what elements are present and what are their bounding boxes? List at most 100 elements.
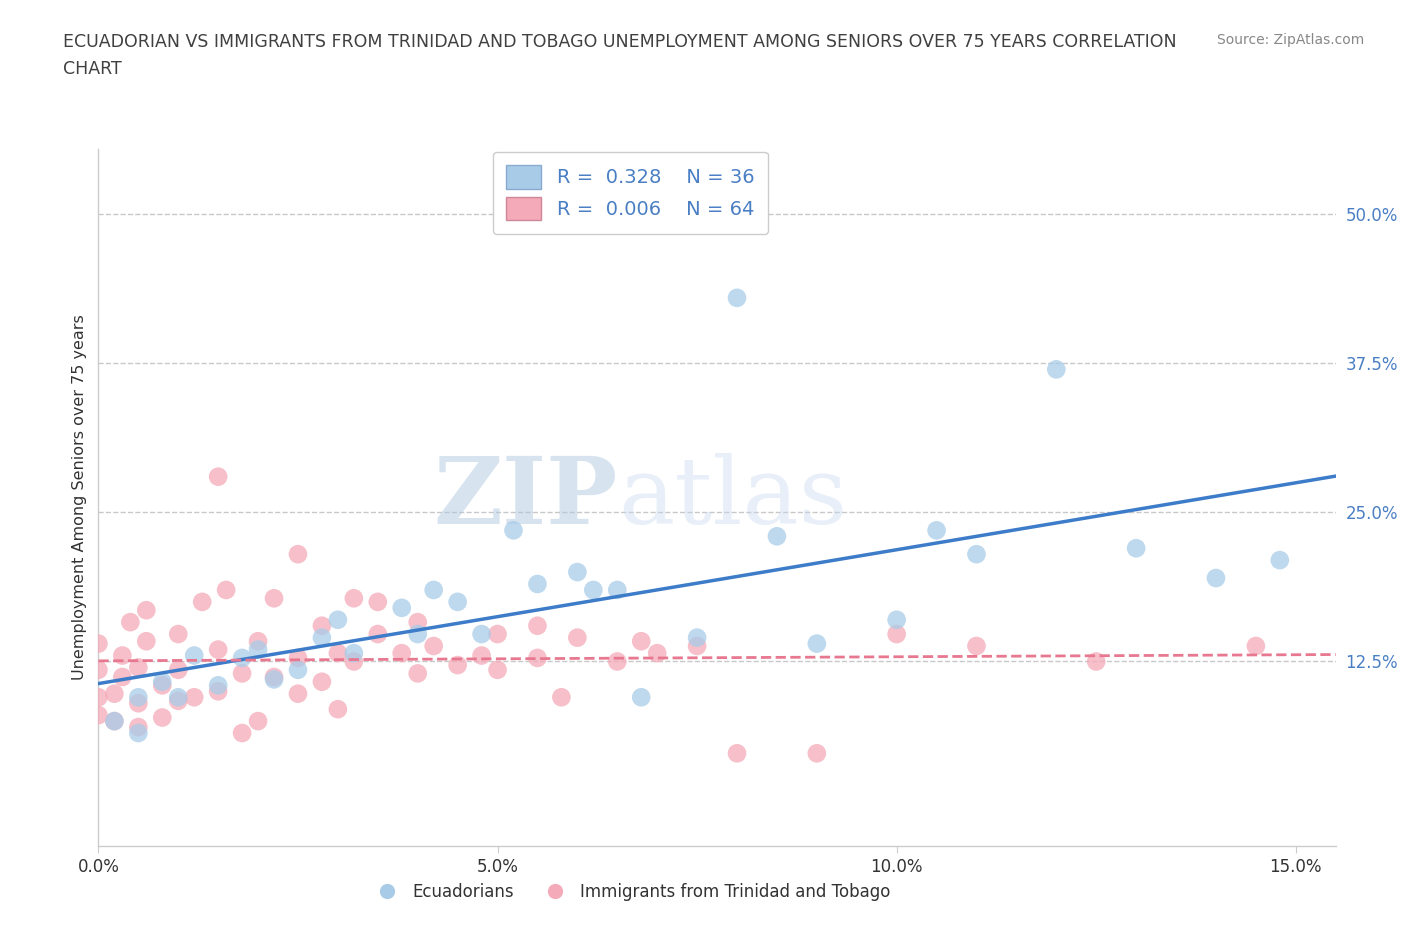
Point [311, 618, 333, 633]
Point [87, 708, 110, 723]
Point [526, 577, 548, 591]
Point [127, 660, 149, 675]
Point [966, 547, 988, 562]
Point [167, 627, 190, 642]
Text: Source: ZipAtlas.com: Source: ZipAtlas.com [1216, 33, 1364, 46]
Point [567, 565, 589, 579]
Point [391, 601, 413, 616]
Point [367, 594, 389, 609]
Point [215, 582, 238, 597]
Point [127, 720, 149, 735]
Point [120, 615, 142, 630]
Point [287, 662, 309, 677]
Point [343, 645, 366, 660]
Point [471, 648, 494, 663]
Point [207, 470, 229, 485]
Text: atlas: atlas [619, 453, 848, 542]
Point [311, 674, 333, 689]
Point [103, 713, 125, 728]
Point [367, 627, 389, 642]
Point [925, 523, 948, 538]
Point [127, 696, 149, 711]
Point [326, 645, 349, 660]
Point [311, 631, 333, 645]
Point [550, 690, 572, 705]
Point [686, 631, 709, 645]
Point [630, 690, 652, 705]
Y-axis label: Unemployment Among Seniors over 75 years: Unemployment Among Seniors over 75 years [72, 314, 87, 681]
Point [645, 645, 668, 660]
Point [806, 746, 828, 761]
Legend: Ecuadorians, Immigrants from Trinidad and Tobago: Ecuadorians, Immigrants from Trinidad an… [364, 876, 897, 908]
Point [231, 650, 253, 665]
Point [167, 694, 190, 709]
Point [725, 290, 748, 305]
Point [183, 690, 205, 705]
Point [406, 666, 429, 681]
Point [502, 523, 524, 538]
Point [87, 690, 110, 705]
Point [406, 615, 429, 630]
Point [582, 582, 605, 597]
Point [886, 627, 908, 642]
Point [150, 678, 173, 693]
Point [686, 639, 709, 654]
Point [326, 702, 349, 717]
Point [486, 662, 509, 677]
Point [606, 654, 628, 669]
Point [167, 690, 190, 705]
Point [150, 674, 173, 689]
Point [446, 594, 468, 609]
Point [150, 711, 173, 725]
Point [766, 529, 789, 544]
Point [1085, 654, 1108, 669]
Point [231, 666, 253, 681]
Point [287, 547, 309, 562]
Point [806, 636, 828, 651]
Point [263, 591, 285, 605]
Point [567, 631, 589, 645]
Point [391, 645, 413, 660]
Point [207, 684, 229, 698]
Point [1125, 540, 1147, 555]
Point [111, 670, 134, 684]
Point [135, 603, 157, 618]
Text: ECUADORIAN VS IMMIGRANTS FROM TRINIDAD AND TOBAGO UNEMPLOYMENT AMONG SENIORS OVE: ECUADORIAN VS IMMIGRANTS FROM TRINIDAD A… [63, 33, 1177, 50]
Point [471, 627, 494, 642]
Point [526, 618, 548, 633]
Point [247, 633, 270, 648]
Point [135, 633, 157, 648]
Text: ZIP: ZIP [434, 453, 619, 542]
Point [127, 725, 149, 740]
Point [287, 650, 309, 665]
Text: CHART: CHART [63, 60, 122, 78]
Point [1205, 571, 1227, 586]
Point [343, 591, 366, 605]
Point [87, 636, 110, 651]
Point [263, 670, 285, 684]
Point [1045, 362, 1067, 377]
Point [630, 633, 652, 648]
Point [725, 746, 748, 761]
Point [103, 713, 125, 728]
Point [1268, 552, 1291, 567]
Point [87, 662, 110, 677]
Point [966, 639, 988, 654]
Point [1244, 639, 1267, 654]
Point [446, 658, 468, 672]
Point [263, 672, 285, 687]
Point [231, 725, 253, 740]
Point [486, 627, 509, 642]
Point [287, 686, 309, 701]
Point [886, 612, 908, 627]
Point [247, 713, 270, 728]
Point [343, 654, 366, 669]
Point [526, 650, 548, 665]
Point [127, 690, 149, 705]
Point [207, 678, 229, 693]
Point [191, 594, 214, 609]
Point [183, 648, 205, 663]
Point [606, 582, 628, 597]
Point [207, 642, 229, 657]
Point [406, 627, 429, 642]
